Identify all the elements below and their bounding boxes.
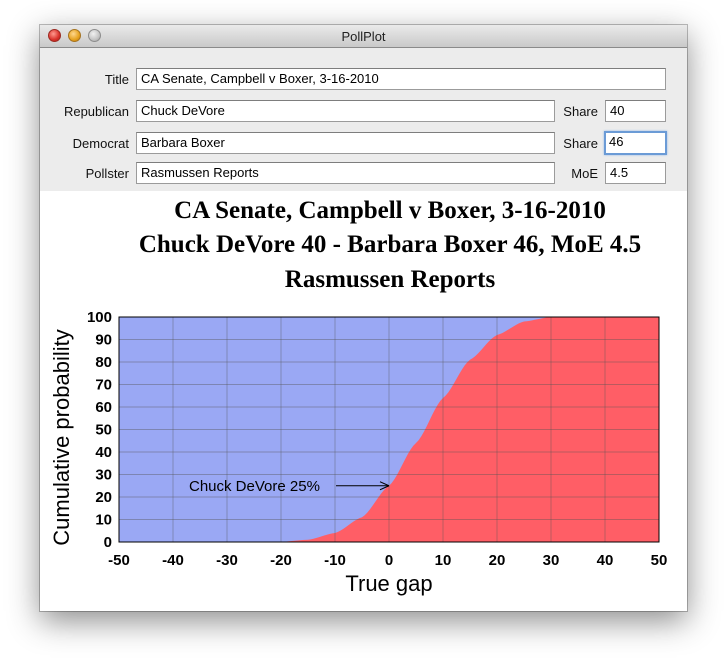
x-tick-label: -10: [324, 552, 346, 569]
y-tick-label: 70: [95, 377, 112, 394]
republican-share-label: Share: [563, 104, 598, 119]
title-label: Title: [104, 72, 129, 87]
y-tick-label: 40: [95, 444, 112, 461]
x-tick-label: -30: [216, 552, 238, 569]
x-tick-label: -50: [108, 552, 130, 569]
moe-label: MoE: [571, 166, 598, 181]
x-tick-label: -40: [162, 552, 184, 569]
y-tick-label: 30: [95, 467, 112, 484]
chart-title-line: CA Senate, Campbell v Boxer, 3-16-2010: [174, 197, 606, 224]
democrat-label: Democrat: [72, 136, 129, 151]
close-button[interactable]: [48, 29, 61, 42]
x-tick-label: 20: [489, 552, 506, 569]
annotation-label: Chuck DeVore 25%: [189, 478, 320, 495]
y-tick-label: 10: [95, 512, 112, 529]
republican-input[interactable]: Chuck DeVore: [136, 100, 555, 122]
y-tick-label: 80: [95, 354, 112, 371]
chart-title-line: Chuck DeVore 40 - Barbara Boxer 46, MoE …: [139, 231, 641, 258]
title-bar[interactable]: PollPlot: [40, 25, 687, 48]
app-window: PollPlot Title CA Senate, Campbell v Box…: [40, 25, 687, 611]
pollster-input[interactable]: Rasmussen Reports: [136, 162, 555, 184]
zoom-button[interactable]: [88, 29, 101, 42]
chart-title-line: Rasmussen Reports: [285, 266, 496, 293]
democrat-share-label: Share: [563, 136, 598, 151]
plot-area: CA Senate, Campbell v Boxer, 3-16-2010 Ch…: [40, 191, 687, 611]
pollster-label: Pollster: [85, 166, 129, 181]
annotation-arrow-head: [379, 481, 390, 491]
x-tick-label: 10: [435, 552, 452, 569]
democrat-input[interactable]: Barbara Boxer: [136, 132, 555, 154]
x-tick-label: 0: [385, 552, 393, 569]
x-tick-label: 50: [651, 552, 668, 569]
x-tick-label: 30: [543, 552, 560, 569]
moe-input[interactable]: 4.5: [605, 162, 666, 184]
republican-label: Republican: [63, 104, 129, 119]
y-axis-label: Cumulative probability: [49, 329, 74, 545]
plot-frame: [118, 316, 660, 543]
republican-share-input[interactable]: 40: [605, 100, 666, 122]
y-tick-label: 60: [95, 399, 112, 416]
cumulative-probability-area: [119, 317, 659, 542]
x-tick-label: -20: [270, 552, 292, 569]
y-tick-label: 90: [95, 332, 112, 349]
title-input[interactable]: CA Senate, Campbell v Boxer, 3-16-2010: [136, 68, 666, 90]
democrat-share-input[interactable]: 46: [604, 131, 667, 155]
y-tick-label: 0: [104, 534, 112, 551]
x-tick-label: 40: [597, 552, 614, 569]
window-title: PollPlot: [341, 29, 386, 44]
minimize-button[interactable]: [68, 29, 81, 42]
y-tick-label: 20: [95, 489, 112, 506]
x-axis-label: True gap: [345, 571, 432, 596]
y-tick-label: 100: [87, 309, 112, 326]
cumulative-probability-chart: CA Senate, Campbell v Boxer, 3-16-2010 Ch…: [49, 197, 668, 596]
y-tick-label: 50: [95, 422, 112, 439]
